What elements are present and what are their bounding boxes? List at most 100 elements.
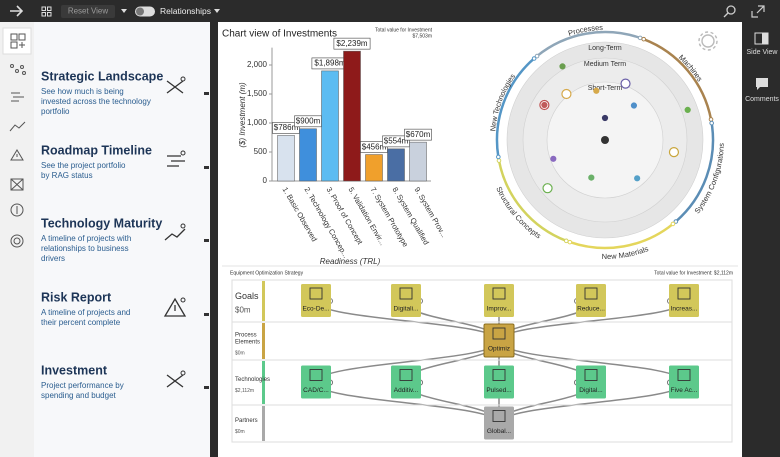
side-view-label: Side View bbox=[746, 49, 778, 56]
node[interactable] bbox=[483, 323, 515, 358]
center bbox=[601, 136, 609, 144]
menu-icon-dot bbox=[180, 150, 186, 156]
node-label: Five Ac... bbox=[671, 387, 698, 394]
sector-end bbox=[641, 36, 647, 42]
node[interactable] bbox=[484, 284, 514, 317]
node-icon bbox=[492, 287, 506, 300]
node-icon bbox=[309, 287, 323, 300]
value-label-box bbox=[272, 122, 300, 134]
value-label: $1,898m bbox=[314, 59, 345, 68]
lane-value: $0m bbox=[235, 350, 245, 356]
value-label: $786m bbox=[274, 123, 299, 132]
lane-name: Process bbox=[235, 333, 257, 339]
node-label: Improv... bbox=[487, 306, 512, 313]
sector-end bbox=[496, 158, 502, 163]
lane-name: Goals bbox=[235, 291, 259, 301]
sector-end bbox=[534, 53, 540, 59]
bar bbox=[299, 128, 317, 182]
relationships-label: Relationships bbox=[160, 6, 211, 16]
y-tick-label: 0 bbox=[263, 176, 268, 185]
node[interactable] bbox=[669, 365, 699, 399]
x-axis-title: Readiness (TRL) bbox=[320, 257, 381, 266]
menu-title[interactable]: Risk Report bbox=[41, 290, 112, 304]
value-label-box bbox=[382, 135, 410, 148]
project-dot bbox=[593, 87, 600, 94]
top-bar bbox=[0, 0, 780, 22]
dropdown[interactable] bbox=[214, 9, 220, 13]
node-label: Reduce... bbox=[577, 306, 605, 313]
menu: Strategic Landscape See how much is being… bbox=[41, 69, 209, 400]
comments-icon[interactable] bbox=[756, 78, 768, 90]
rail-icons[interactable] bbox=[9, 33, 26, 248]
menu-title[interactable]: Technology Maturity bbox=[41, 216, 162, 230]
sector-arc bbox=[675, 122, 715, 223]
node-icon bbox=[584, 369, 598, 381]
menu-marker bbox=[204, 166, 209, 169]
menu-marker bbox=[204, 386, 209, 389]
sector-end bbox=[670, 221, 676, 227]
sector-end bbox=[563, 238, 569, 244]
project-dot bbox=[550, 155, 557, 162]
value-label: $2,239m bbox=[336, 39, 367, 48]
lane-name: Technologies bbox=[235, 377, 270, 383]
dropdown[interactable] bbox=[121, 9, 127, 13]
menu-description: by RAG status bbox=[41, 171, 93, 180]
menu-icon bbox=[164, 228, 186, 241]
lane-bar bbox=[262, 361, 265, 404]
sector-end bbox=[496, 154, 501, 160]
node[interactable] bbox=[391, 284, 421, 317]
menu-title[interactable]: Strategic Landscape bbox=[41, 69, 163, 83]
settings-button[interactable] bbox=[698, 31, 718, 51]
menu-title[interactable]: Roadmap Timeline bbox=[41, 143, 152, 157]
toggle-knob bbox=[136, 7, 144, 16]
node-label: Digital... bbox=[579, 387, 603, 394]
node-label: Eco-De... bbox=[302, 306, 329, 313]
node[interactable] bbox=[301, 365, 331, 399]
menu-icon-dot bbox=[180, 297, 186, 303]
chart-title: Chart view of Investments bbox=[222, 29, 337, 40]
search-button[interactable] bbox=[723, 5, 736, 18]
node[interactable] bbox=[301, 284, 331, 317]
value-label: $670m bbox=[406, 130, 431, 139]
node[interactable] bbox=[576, 365, 606, 399]
expand-button[interactable] bbox=[751, 5, 765, 18]
bar bbox=[409, 141, 427, 182]
menu-description: drivers bbox=[41, 254, 65, 263]
node[interactable] bbox=[484, 365, 514, 399]
reset-view-button[interactable] bbox=[61, 5, 115, 18]
node-label: Digitali... bbox=[394, 306, 419, 313]
menu-icon-dot bbox=[180, 76, 186, 82]
node-label: Additiv... bbox=[394, 387, 419, 394]
sector-end bbox=[531, 56, 537, 61]
menu-icon-dot bbox=[180, 370, 186, 376]
y-tick-label: 500 bbox=[254, 147, 268, 156]
menu-icon-dot bbox=[180, 223, 186, 229]
node[interactable] bbox=[669, 284, 699, 317]
rail-selected bbox=[2, 27, 32, 55]
sector-arc bbox=[569, 222, 674, 250]
value-label-box bbox=[333, 37, 371, 50]
back-button[interactable] bbox=[10, 5, 24, 17]
node-icon bbox=[584, 287, 598, 300]
menu-marker bbox=[204, 239, 209, 242]
project-dot bbox=[588, 174, 595, 181]
project-dot bbox=[668, 147, 680, 158]
project-dot bbox=[684, 106, 691, 114]
node[interactable] bbox=[391, 365, 421, 399]
sector-arc bbox=[497, 160, 567, 242]
node[interactable] bbox=[576, 284, 606, 317]
menu-description: their percent complete bbox=[41, 318, 121, 327]
menu-description: A timeline of projects with bbox=[41, 234, 131, 243]
bar bbox=[277, 135, 295, 182]
grid-button[interactable] bbox=[41, 6, 52, 17]
side-view-icon-fill bbox=[762, 33, 768, 44]
project-dot bbox=[541, 101, 548, 109]
menu-description: See the project portfolio bbox=[41, 161, 126, 170]
menu-description: portfolio bbox=[41, 107, 70, 116]
sector-end bbox=[673, 219, 679, 224]
menu-title[interactable]: Investment bbox=[41, 363, 108, 377]
comments-label: Comments bbox=[745, 96, 779, 103]
menu-icon bbox=[166, 80, 184, 94]
sector-end bbox=[708, 117, 714, 122]
node[interactable] bbox=[484, 406, 514, 440]
